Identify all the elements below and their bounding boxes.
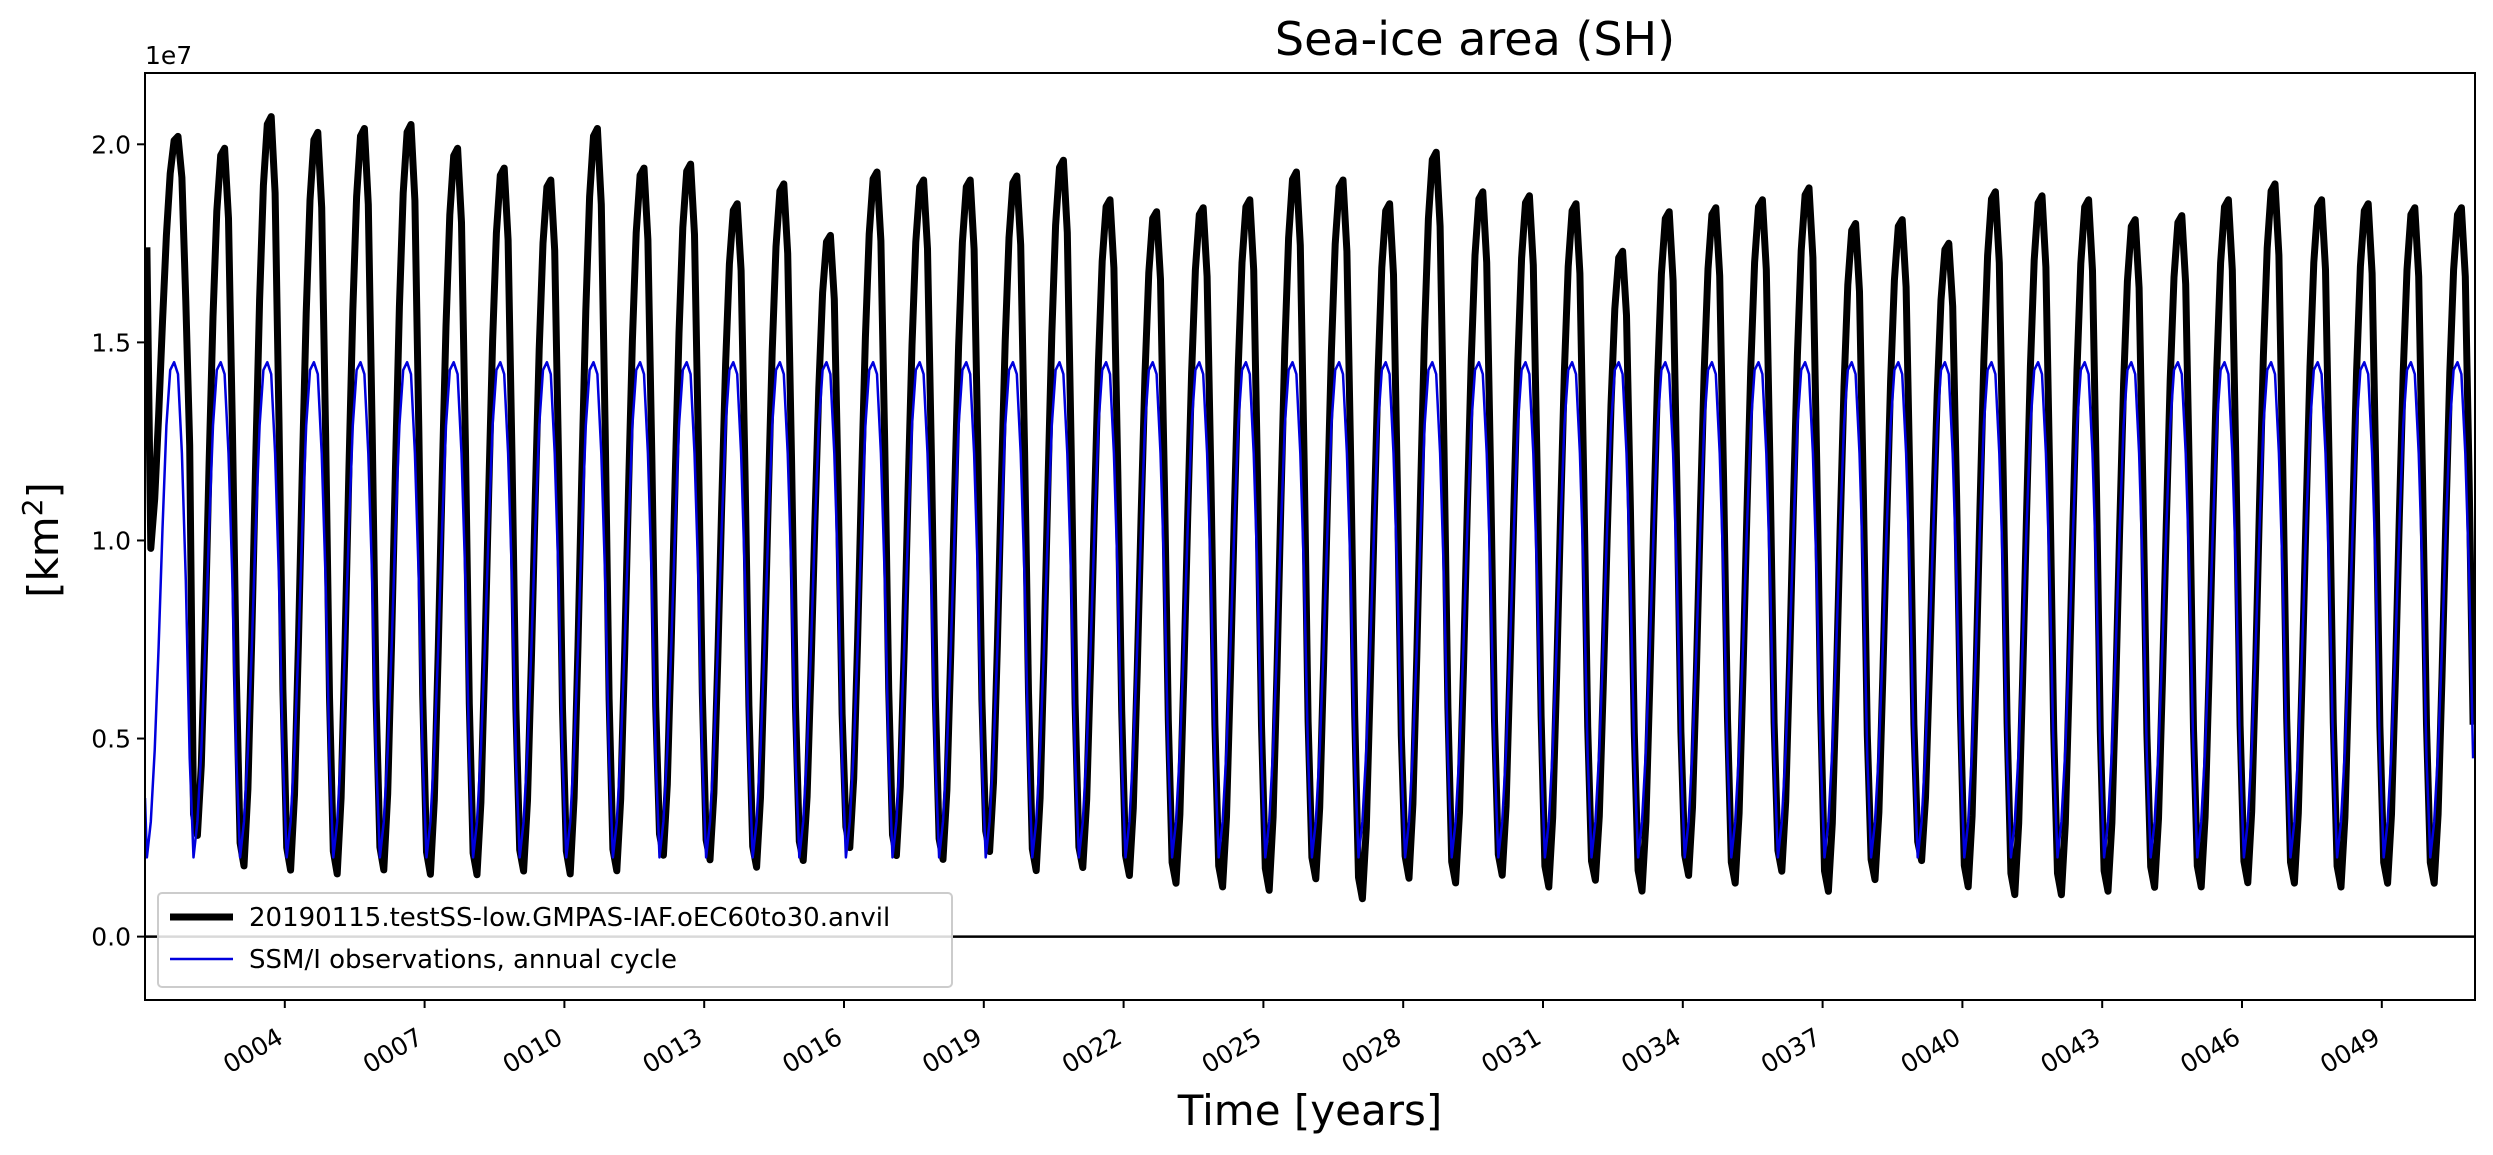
y-tick-label: 0.5	[91, 725, 131, 754]
x-tick-label: 0025	[1197, 1022, 1267, 1079]
legend: 20190115.testSS-low.GMPAS-IAF.oEC60to30.…	[157, 892, 953, 988]
x-tick-label: 0004	[218, 1022, 288, 1079]
x-tick-label: 0028	[1337, 1022, 1407, 1079]
x-tick-label: 0040	[1896, 1022, 1966, 1079]
legend-box	[157, 892, 953, 988]
x-tick-label: 0031	[1476, 1022, 1546, 1079]
x-tick-label: 0043	[2036, 1022, 2106, 1079]
x-tick-label: 0010	[498, 1022, 568, 1079]
x-tick-label: 0016	[777, 1022, 847, 1079]
y-axis-label-superscript: 2	[16, 498, 49, 516]
observations-series-line	[145, 360, 2475, 859]
x-tick-label: 0022	[1057, 1022, 1127, 1079]
legend-label-model: 20190115.testSS-low.GMPAS-IAF.oEC60to30.…	[249, 903, 890, 933]
legend-label-observations: SSM/I observations, annual cycle	[249, 945, 677, 975]
y-axis-label: [km2]	[16, 482, 68, 598]
x-tick-label: 0034	[1616, 1022, 1686, 1079]
x-tick-label: 0013	[638, 1022, 708, 1079]
chart-title: Sea-ice area (SH)	[1275, 12, 1675, 66]
x-tick-label: 0037	[1756, 1022, 1826, 1079]
x-tick-label: 0046	[2175, 1022, 2245, 1079]
x-axis-label: Time [years]	[1177, 1086, 1443, 1135]
x-tick-label: 0007	[358, 1022, 428, 1079]
y-tick-label: 0.0	[91, 923, 131, 952]
y-axis-label-main: [km	[19, 516, 68, 598]
y-tick-label: 1.5	[91, 328, 131, 357]
y-offset-label: 1e7	[145, 41, 192, 70]
plot-frame	[144, 72, 2476, 1001]
y-tick-label: 1.0	[91, 526, 131, 555]
y-tick-label: 2.0	[91, 130, 131, 159]
x-tick-label: 0049	[2315, 1022, 2385, 1079]
x-tick-label: 0019	[917, 1022, 987, 1079]
y-axis-label-end: ]	[19, 482, 68, 498]
